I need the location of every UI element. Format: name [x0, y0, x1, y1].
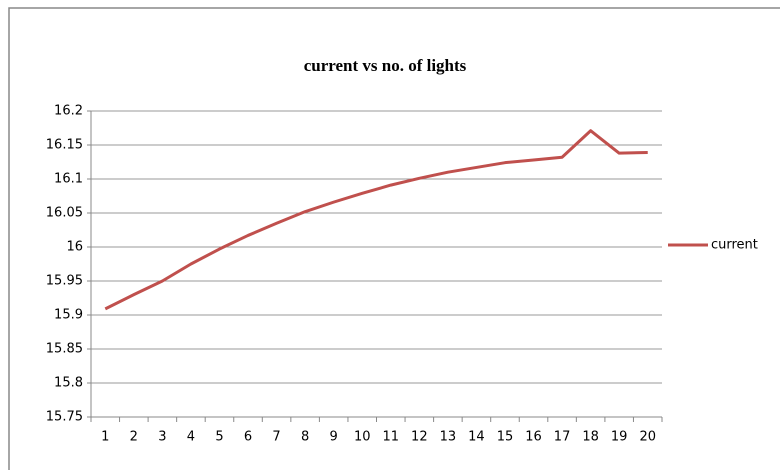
- chart-title: current vs no. of lights: [304, 56, 467, 75]
- y-tick-label: 15.95: [46, 274, 83, 289]
- x-tick-label: 12: [411, 430, 428, 445]
- x-tick-label: 10: [354, 430, 371, 445]
- legend-label: current: [711, 238, 758, 253]
- line-series: [104, 129, 648, 311]
- x-tick-label: 2: [130, 430, 138, 445]
- x-tick-label: 3: [158, 430, 166, 445]
- x-tick-label: 11: [383, 430, 400, 445]
- x-tick-label: 8: [301, 430, 309, 445]
- x-tick-label: 9: [330, 430, 338, 445]
- x-tick-label: 20: [639, 430, 656, 445]
- y-tick-label: 15.9: [54, 308, 83, 323]
- x-tick-label: 7: [272, 430, 280, 445]
- y-tick-label: 16.1: [54, 172, 83, 187]
- x-tick-label: 18: [582, 430, 599, 445]
- x-tick-label: 16: [525, 430, 542, 445]
- x-tick-label: 4: [187, 430, 195, 445]
- x-tick-label: 6: [244, 430, 252, 445]
- x-tick-label: 1: [101, 430, 109, 445]
- y-tick-label: 15.85: [46, 342, 83, 357]
- x-tick-label: 15: [497, 430, 514, 445]
- x-tick-label: 14: [468, 430, 485, 445]
- y-tick-label: 16.15: [46, 138, 83, 153]
- y-tick-label: 15.75: [46, 410, 83, 425]
- x-tick-label: 17: [554, 430, 571, 445]
- x-tick-label: 13: [440, 430, 457, 445]
- x-tick-label: 5: [215, 430, 223, 445]
- chart-frame: [8, 7, 780, 470]
- y-tick-label: 16.05: [46, 206, 83, 221]
- y-tick-label: 16.2: [54, 104, 83, 119]
- y-tick-label: 16: [66, 240, 83, 255]
- x-tick-label: 19: [611, 430, 628, 445]
- y-tick-label: 15.8: [54, 376, 83, 391]
